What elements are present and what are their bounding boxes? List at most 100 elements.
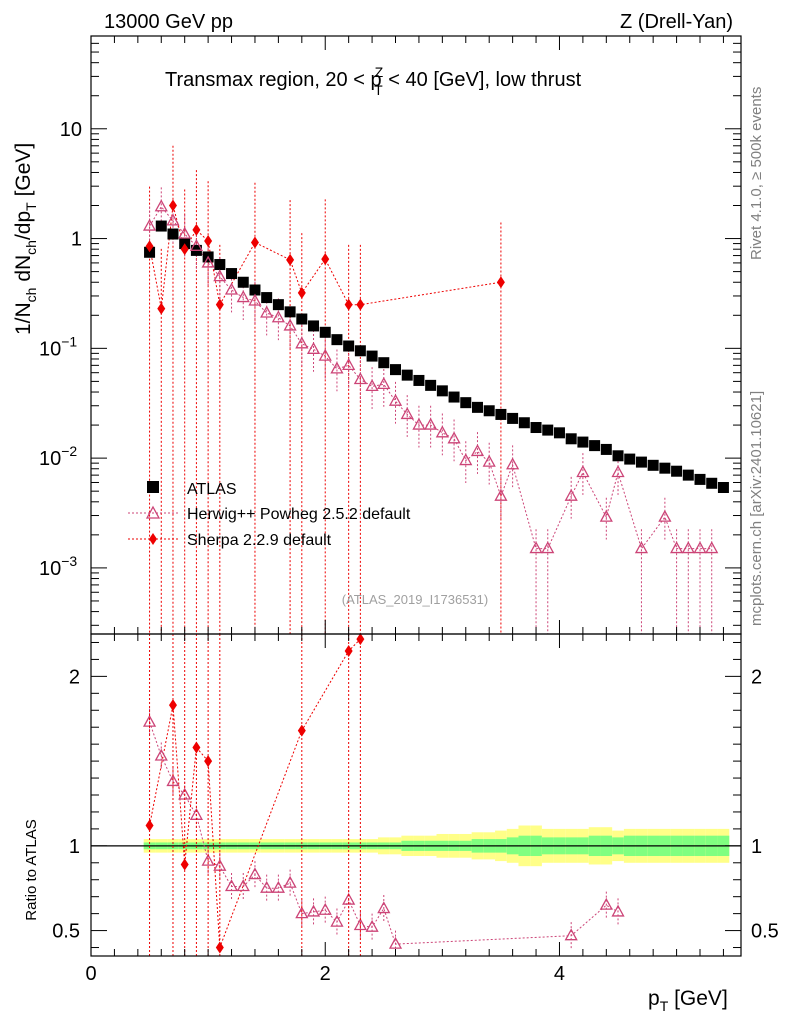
- herwig-point: [142, 218, 157, 231]
- herwig-ratio-point: [318, 902, 332, 915]
- atlas-point: [717, 482, 729, 494]
- axes: 0 2 4 10−3 10−2 10−1 1 10 0.5 0.5 1 1 2 2: [39, 35, 779, 985]
- herwig-point: [224, 282, 239, 295]
- herwig-point: [166, 213, 180, 226]
- atlas-point: [635, 456, 647, 468]
- herwig-point: [412, 417, 426, 430]
- herwig-point: [576, 465, 590, 478]
- legend-sherpa-label: Sherpa 2.2.9 default: [187, 532, 332, 549]
- atlas-point: [366, 350, 378, 362]
- legend-herwig-marker: [145, 505, 161, 519]
- sherpa-ratio-point: [192, 741, 201, 754]
- legend-atlas-marker: [147, 481, 159, 493]
- herwig-point: [377, 376, 391, 389]
- atlas-point: [518, 417, 530, 429]
- herwig-point: [435, 425, 449, 438]
- herwig-point: [248, 293, 262, 306]
- atlas-point: [553, 427, 565, 439]
- atlas-point: [495, 408, 507, 420]
- atlas-point: [659, 462, 671, 474]
- herwig-point: [693, 541, 707, 554]
- sherpa-ratio-point: [356, 633, 365, 646]
- y-tick-label: 10−1: [39, 333, 77, 360]
- herwig-ratio-point: [611, 904, 625, 917]
- herwig-point: [295, 336, 309, 349]
- herwig-point: [400, 407, 414, 420]
- herwig-point: [634, 541, 649, 554]
- herwig-ratio-point: [342, 892, 356, 905]
- sherpa-ratio-point: [297, 724, 306, 737]
- atlas-point: [390, 364, 402, 376]
- herwig-ratio-point: [599, 897, 613, 910]
- atlas-point: [577, 436, 589, 448]
- sherpa-ratio-line: [149, 638, 361, 948]
- atlas-point: [682, 469, 694, 481]
- herwig-point: [506, 457, 520, 470]
- herwig-point: [669, 541, 684, 554]
- legend-herwig-label: Herwig++ Powheg 2.5.2 default: [187, 506, 411, 523]
- ratio-y-tick-label-right: 0.5: [751, 921, 779, 943]
- atlas-point: [237, 276, 249, 288]
- herwig-ratio-point: [224, 879, 239, 892]
- y-tick-label: 10−2: [39, 443, 77, 470]
- herwig-ratio-point: [248, 867, 262, 880]
- herwig-point: [365, 379, 379, 392]
- herwig-point: [189, 238, 204, 251]
- herwig-ratio-point: [353, 918, 367, 931]
- atlas-point: [600, 443, 612, 455]
- herwig-point: [342, 357, 356, 370]
- sherpa-point: [168, 199, 177, 212]
- herwig-point: [283, 318, 297, 331]
- atlas-point: [694, 473, 706, 485]
- rivet-label: Rivet 4.1.0, ≥ 500k events: [748, 87, 765, 260]
- atlas-point: [471, 401, 483, 413]
- plot-title: Transmax region, 20 < pZ T < 40 [GeV], lo…: [165, 64, 582, 98]
- herwig-point: [470, 444, 485, 457]
- atlas-point: [565, 433, 577, 445]
- atlas-point: [542, 424, 554, 436]
- atlas-point: [319, 326, 331, 338]
- sherpa-point: [250, 236, 259, 249]
- herwig-ratio-point: [166, 774, 180, 787]
- sherpa-series-line: [149, 205, 501, 309]
- sherpa-point: [145, 240, 154, 253]
- herwig-point: [178, 226, 192, 239]
- ratio-band: [91, 825, 741, 867]
- atlas-point: [483, 405, 495, 417]
- atlas-point: [671, 465, 683, 477]
- sherpa-point: [297, 286, 306, 299]
- atlas-point: [296, 313, 308, 325]
- ratio-y-tick-label-right: 1: [751, 836, 762, 858]
- atlas-point: [249, 284, 261, 296]
- herwig-point: [353, 372, 367, 385]
- analysis-watermark: (ATLAS_2019_I1736531): [342, 592, 488, 607]
- herwig-ratio-point: [271, 880, 285, 893]
- sherpa-point: [180, 243, 189, 256]
- x-axis-label: pT [GeV]: [648, 987, 728, 1014]
- sherpa-point: [157, 302, 166, 315]
- atlas-point: [167, 228, 179, 240]
- herwig-ratio-point: [295, 906, 309, 919]
- herwig-point: [260, 305, 274, 318]
- legend: ATLAS Herwig++ Powheg 2.5.2 default Sher…: [128, 481, 411, 549]
- sherpa-point: [286, 253, 295, 266]
- y-tick-label: 1: [71, 229, 82, 251]
- energy-label: 13000 GeV pp: [104, 11, 233, 33]
- herwig-point: [541, 541, 555, 554]
- x-tick-label: 0: [85, 963, 96, 985]
- sherpa-point: [496, 276, 505, 289]
- herwig-point: [658, 509, 672, 522]
- ratio-y-tick-label: 1: [69, 836, 80, 858]
- atlas-point: [214, 259, 226, 271]
- main-y-axis-label: 1/Nch dNch/dpT [GeV]: [12, 143, 39, 335]
- herwig-series-line: [149, 205, 712, 550]
- sherpa-point: [215, 298, 224, 311]
- sherpa-point: [321, 253, 330, 266]
- herwig-ratio-point: [201, 853, 215, 866]
- atlas-point: [448, 391, 460, 403]
- ratio-panel-data: [142, 633, 625, 956]
- herwig-point: [482, 454, 496, 467]
- main-panel-data: [142, 145, 729, 634]
- atlas-point: [460, 397, 472, 409]
- herwig-ratio-point: [388, 936, 403, 949]
